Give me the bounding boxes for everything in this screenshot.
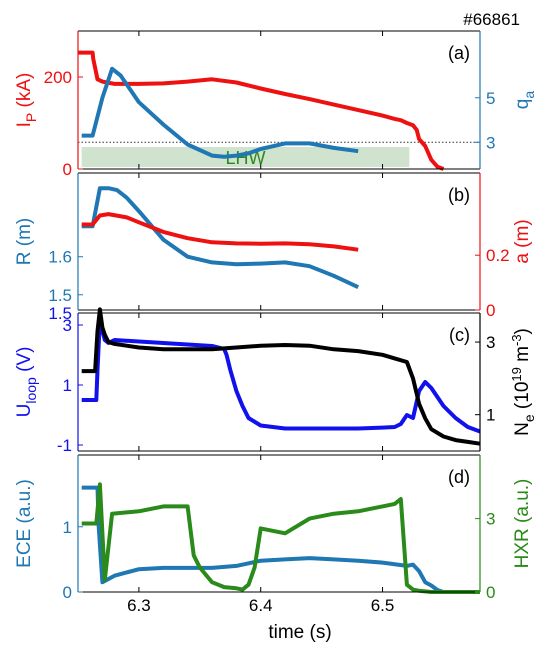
right-axis-label: a (m) <box>512 219 533 263</box>
x-tick-label: 6.5 <box>371 596 395 615</box>
panel-label: (b) <box>448 185 470 205</box>
right-tick-label: 0 <box>486 583 495 602</box>
lhw-band <box>81 147 410 167</box>
left-tick-label: 1.5 <box>48 304 72 323</box>
panel-label: (c) <box>449 325 470 345</box>
panel-3: 6.3 6.4 6.5 0 1 0 3 (d) <box>63 454 495 615</box>
left-tick-label: 1.5 <box>48 286 72 305</box>
left-tick-label: 0 <box>63 583 72 602</box>
panel-1: 1.5 1.6 0 0.2 (b) <box>48 172 510 320</box>
series-right-line <box>81 212 359 252</box>
left-tick-label: 3 <box>63 316 72 335</box>
right-tick-label: 3 <box>486 333 495 352</box>
left-axis-label: R (m) <box>14 218 35 266</box>
right-tick-label: 3 <box>486 133 495 152</box>
right-tick-label: 0 <box>486 301 495 320</box>
right-axis-label: Ne (1019 m-3) <box>509 328 537 436</box>
series-right-line <box>81 66 359 159</box>
left-axis-label: Uloop (V) <box>14 347 39 418</box>
left-tick-label: 1 <box>63 518 72 537</box>
x-axis-label: time (s) <box>268 622 331 643</box>
left-tick-label: -1 <box>57 436 72 455</box>
left-tick-label: 1 <box>63 376 72 395</box>
right-tick-label: 5 <box>486 89 495 108</box>
left-axis-label: ECE (a.u.) <box>14 479 35 568</box>
right-tick-label: 0.2 <box>486 246 510 265</box>
left-tick-label: 0 <box>63 160 72 179</box>
series-right-line <box>81 307 481 446</box>
left-axis-label: IP (kA) <box>14 73 39 128</box>
series-right-line <box>81 482 480 594</box>
panels: LHW 0 200 3 5 (a) IP (kA) qa 1.5 1.6 0 0.2 (b) R (m)… <box>14 30 537 615</box>
left-tick-label: 1.6 <box>48 248 72 267</box>
series-left-line <box>81 186 360 290</box>
x-tick-label: 6.4 <box>249 596 273 615</box>
lhw-label: LHW <box>226 148 266 168</box>
panel-label: (d) <box>448 467 470 487</box>
right-tick-label: 1 <box>486 406 495 425</box>
right-tick-label: 3 <box>486 510 495 529</box>
panel-0: LHW 0 200 3 5 (a) <box>44 30 495 179</box>
shot-number: #66861 <box>463 10 520 29</box>
right-axis-label: qa <box>512 91 537 110</box>
right-axis-label: HXR (a.u.) <box>512 479 533 569</box>
series-left-line <box>81 485 480 594</box>
x-tick-label: 6.3 <box>127 596 151 615</box>
series-left-line <box>81 317 481 434</box>
left-tick-label: 200 <box>44 68 72 87</box>
panel-label: (a) <box>448 43 470 63</box>
